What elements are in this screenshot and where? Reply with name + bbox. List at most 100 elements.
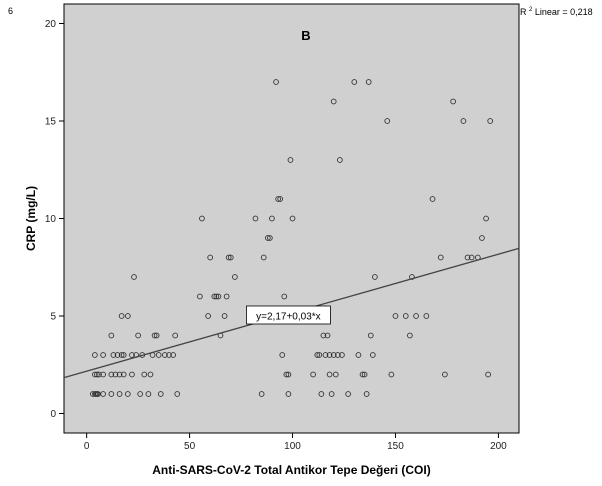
data-point xyxy=(367,332,374,339)
data-point xyxy=(110,352,117,358)
data-point xyxy=(460,118,467,124)
edge-mark-label: 6 xyxy=(8,6,13,16)
data-point xyxy=(205,313,211,319)
data-point xyxy=(273,79,279,85)
data-point xyxy=(225,254,232,261)
y-axis: 0 5 10 15 20 xyxy=(45,19,64,420)
data-point xyxy=(279,352,286,358)
data-point xyxy=(131,274,137,280)
data-point xyxy=(345,391,351,397)
data-point xyxy=(468,254,475,261)
data-point xyxy=(151,332,158,339)
data-point xyxy=(162,352,168,358)
r2-annotation: R 2 Linear = 0,218 xyxy=(520,3,593,17)
data-point xyxy=(326,371,333,378)
data-point xyxy=(275,196,281,202)
data-point xyxy=(166,352,172,358)
data-point xyxy=(137,391,144,397)
data-point xyxy=(199,215,205,222)
data-point xyxy=(223,293,230,300)
data-point xyxy=(361,371,368,378)
data-point xyxy=(363,391,370,397)
data-point xyxy=(92,371,98,378)
data-point xyxy=(337,157,343,163)
data-point xyxy=(129,371,135,378)
data-point xyxy=(487,118,494,124)
data-point xyxy=(215,293,222,300)
data-point xyxy=(287,157,294,163)
data-point xyxy=(94,371,100,378)
y-tick-label: 15 xyxy=(45,117,57,128)
data-point xyxy=(283,371,290,378)
data-point xyxy=(112,371,119,378)
data-point xyxy=(120,371,127,378)
data-point xyxy=(157,391,164,397)
data-point xyxy=(114,352,121,358)
y-tick-label: 0 xyxy=(50,409,56,420)
equation-box-frame xyxy=(246,305,331,325)
x-axis-title: Anti-SARS-CoV-2 Total Antikor Tepe Değer… xyxy=(152,463,430,477)
data-point xyxy=(369,352,376,358)
data-point xyxy=(258,391,265,397)
data-point xyxy=(269,215,275,222)
data-point xyxy=(330,98,337,105)
x-tick-label: 150 xyxy=(387,441,404,452)
data-point xyxy=(172,332,179,339)
data-point xyxy=(388,371,395,378)
data-point xyxy=(135,332,141,339)
data-point xyxy=(322,352,329,358)
data-point xyxy=(108,371,115,378)
data-point xyxy=(320,332,327,339)
y-tick-label: 20 xyxy=(45,19,57,30)
equation-box: y=2,17+0,03*x xyxy=(246,305,331,325)
data-point xyxy=(281,293,288,300)
data-point xyxy=(355,352,362,358)
data-point xyxy=(392,313,399,319)
r2-superscript: 2 xyxy=(529,7,533,13)
data-point xyxy=(285,371,292,378)
data-point xyxy=(108,391,115,397)
data-point xyxy=(464,254,471,261)
data-point xyxy=(423,313,430,319)
data-point xyxy=(264,235,271,241)
regression-equation: y=2,17+0,03*x xyxy=(256,312,321,323)
data-point xyxy=(252,215,259,222)
data-point xyxy=(372,274,378,280)
data-point xyxy=(359,371,366,378)
data-point xyxy=(145,391,152,397)
data-point xyxy=(227,254,234,261)
data-points xyxy=(89,79,494,397)
x-tick-label: 50 xyxy=(184,441,196,452)
x-tick-label: 200 xyxy=(490,441,507,452)
data-point xyxy=(485,371,491,378)
data-point xyxy=(316,352,323,358)
data-point xyxy=(207,254,214,261)
y-tick-label: 5 xyxy=(50,312,56,323)
data-point xyxy=(442,371,448,378)
data-point xyxy=(351,79,358,85)
data-point xyxy=(260,254,267,261)
data-point xyxy=(153,332,160,339)
data-point xyxy=(120,352,127,358)
data-point xyxy=(155,352,162,358)
data-point xyxy=(429,196,436,202)
panel-label: B xyxy=(301,28,310,43)
data-point xyxy=(365,79,372,85)
data-point xyxy=(437,254,444,261)
data-point xyxy=(147,371,154,378)
data-point xyxy=(479,235,485,241)
data-point xyxy=(116,371,123,378)
data-point xyxy=(277,196,284,202)
data-point xyxy=(328,391,335,397)
data-point xyxy=(413,313,419,319)
data-point xyxy=(334,352,341,358)
data-point xyxy=(100,391,106,397)
data-point xyxy=(330,352,337,358)
data-point xyxy=(197,293,203,300)
data-point xyxy=(221,313,228,319)
data-point xyxy=(108,332,115,339)
data-point xyxy=(96,371,102,378)
data-point xyxy=(285,391,292,397)
data-point xyxy=(100,371,106,378)
